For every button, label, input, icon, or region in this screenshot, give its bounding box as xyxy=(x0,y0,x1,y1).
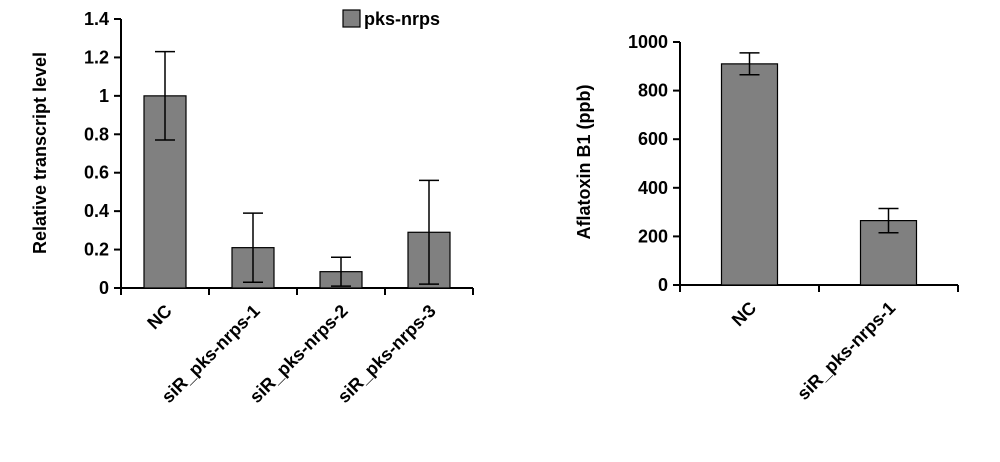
y-tick-label: 0.8 xyxy=(84,124,109,144)
y-tick-label: 0.4 xyxy=(84,201,109,221)
category-label: NC xyxy=(728,298,761,331)
y-axis-title: Relative transcript level xyxy=(30,52,50,254)
chart-transcript-level: Relative transcript level pks-nrps 0 0.2 0… xyxy=(30,9,474,407)
category-label: siR_pks-nrps-1 xyxy=(793,298,899,404)
y-tick-label: 0 xyxy=(99,278,109,298)
bar xyxy=(720,63,779,286)
y-tick-label: 1000 xyxy=(628,32,668,52)
y-tick-label: 800 xyxy=(638,81,668,101)
y-tick-label: 400 xyxy=(638,178,668,198)
y-tick-label: 600 xyxy=(638,129,668,149)
y-tick-label: 1.2 xyxy=(84,47,109,67)
y-tick-label: 1.4 xyxy=(84,9,109,29)
legend: pks-nrps xyxy=(342,9,440,29)
legend-label: pks-nrps xyxy=(364,9,440,29)
legend-swatch xyxy=(342,9,361,28)
y-tick-label: 0.6 xyxy=(84,163,109,183)
y-tick-label: 1 xyxy=(99,86,109,106)
y-tick-label: 200 xyxy=(638,226,668,246)
y-tick-label: 0.2 xyxy=(84,240,109,260)
y-axis-title: Aflatoxin B1 (ppb) xyxy=(574,85,594,240)
category-label: NC xyxy=(143,301,176,334)
chart-aflatoxin: Aflatoxin B1 (ppb) 0 200 400 600 800 1000 NC si… xyxy=(574,32,959,404)
y-tick-label: 0 xyxy=(658,275,668,295)
